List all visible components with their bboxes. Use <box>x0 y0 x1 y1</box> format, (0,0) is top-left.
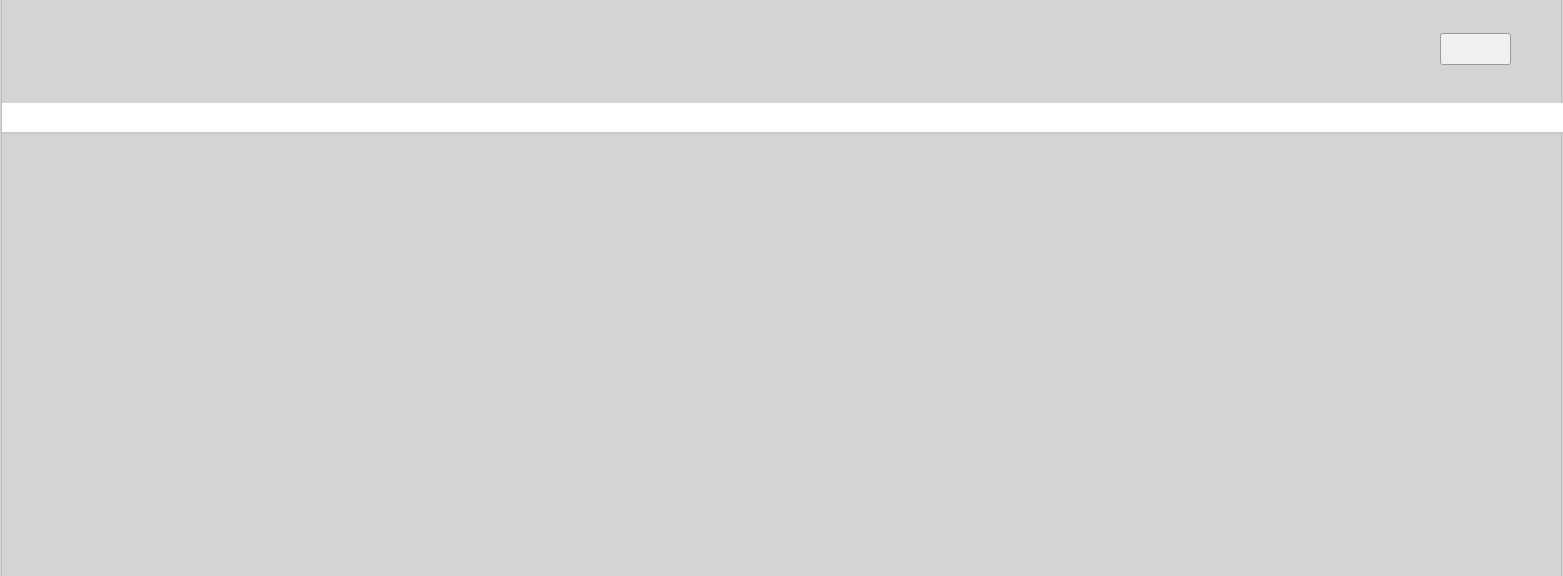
table-header-row <box>2 74 1563 103</box>
export-button[interactable] <box>1440 33 1511 65</box>
table-filter-row <box>2 103 1563 134</box>
